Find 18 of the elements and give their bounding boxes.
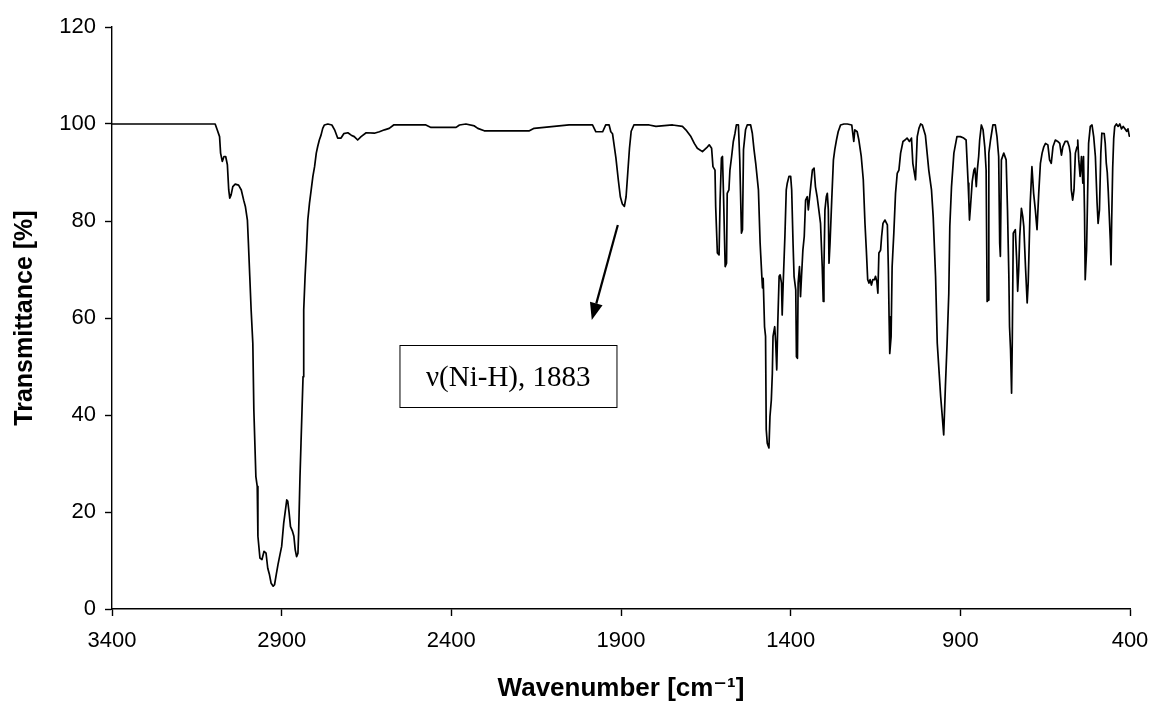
y-tick-label: 0: [83, 595, 96, 621]
y-tick-label: 20: [71, 498, 96, 524]
y-tick-label: 80: [71, 207, 96, 233]
y-tick-label: 60: [71, 304, 96, 330]
x-tick-label: 2900: [257, 627, 307, 653]
annotation: ν(Ni-H), 1883: [426, 359, 591, 394]
y-tick-label: 40: [71, 401, 96, 427]
text-box: ν(Ni-H), 1883: [399, 345, 618, 408]
x-axis-title: Wavenumber [cm⁻¹]: [497, 672, 745, 702]
x-tick-label: 1900: [596, 627, 646, 653]
y-tick-label: 100: [59, 110, 96, 136]
x-tick-label: 3400: [87, 627, 137, 653]
x-tick-label: 900: [941, 627, 979, 653]
y-tick-label: 120: [59, 13, 96, 39]
x-tick-label: 1400: [766, 627, 816, 653]
x-tick-label: 2400: [426, 627, 476, 653]
x-tick-label: 400: [1111, 627, 1149, 653]
y-axis-title: Transmittance [%]: [9, 210, 38, 426]
